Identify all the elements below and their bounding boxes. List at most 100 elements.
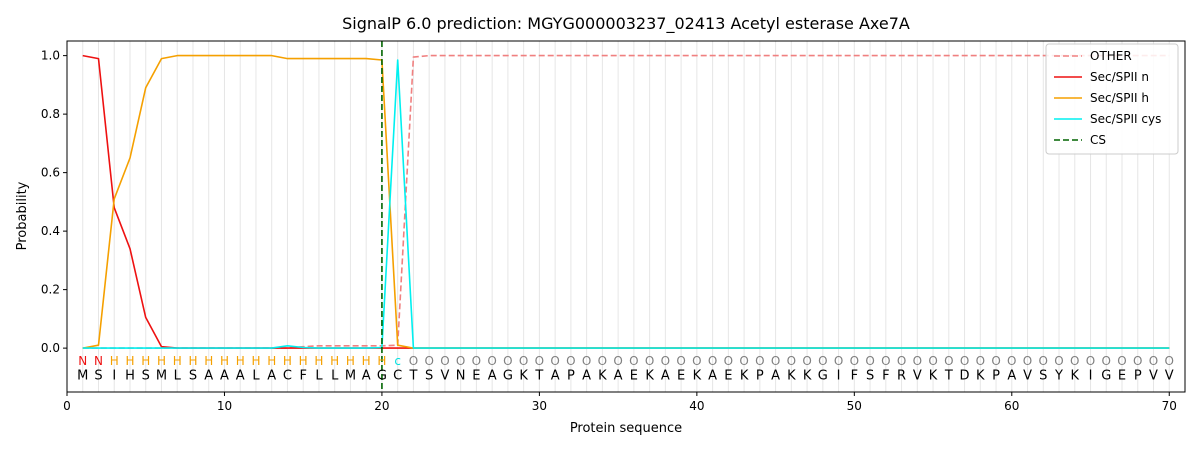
state-label: O [928,354,937,368]
state-label: H [204,354,213,368]
x-tick-label: 10 [217,399,232,413]
state-label: O [976,354,985,368]
residue-label: M [156,368,167,383]
residue-label: P [992,368,1000,383]
residue-label: L [174,368,182,383]
state-label: O [676,354,685,368]
residue-label: K [976,368,985,383]
residue-label: A [488,368,497,383]
state-label: O [1070,354,1079,368]
residue-label: I [112,368,116,383]
state-label: O [550,354,559,368]
state-label: O [598,354,607,368]
state-label: O [818,354,827,368]
residue-label: L [331,368,339,383]
residue-label: T [408,368,417,383]
x-tick-label: 40 [689,399,704,413]
residue-label: G [503,368,513,383]
residue-label: S [142,368,150,383]
residue-label: M [77,368,88,383]
residue-label: C [393,368,402,383]
residue-label: E [724,368,732,383]
residue-label: A [236,368,245,383]
state-label: c [394,354,401,368]
residue-label: V [1023,368,1032,383]
state-label: O [834,354,843,368]
series-line-sec-spii-h [82,54,1170,349]
residue-label: A [708,368,717,383]
x-tick-label: 60 [1004,399,1019,413]
residue-label: H [125,368,135,383]
state-label: H [377,354,386,368]
state-label: H [267,354,276,368]
state-label: O [1007,354,1016,368]
state-label: O [613,354,622,368]
state-label: O [645,354,654,368]
state-label: H [157,354,166,368]
state-label: O [456,354,465,368]
state-label: O [535,354,544,368]
axis-layer: 0 10 20 30 40 50 60 70 0.0 0.2 0.4 0.6 0.8 1.0 [41,49,1177,413]
state-label: O [409,354,418,368]
residue-label: K [598,368,607,383]
grid-layer [82,41,1170,392]
state-label: O [897,354,906,368]
legend-label: Sec/SPII n [1090,70,1149,84]
state-label: H [220,354,229,368]
legend-box [1045,43,1179,155]
state-label: O [1133,354,1142,368]
residue-label: F [299,368,306,383]
residue-label: A [267,368,276,383]
series-line-sec-spii-n [82,54,1170,349]
residue-label: A [551,368,560,383]
state-label: O [865,354,874,368]
chart-title: SignalP 6.0 prediction: MGYG000003237_02… [342,14,910,34]
state-label: O [1102,354,1111,368]
state-label: H [110,354,119,368]
state-label: O [1165,354,1174,368]
residue-label: Y [1054,368,1063,383]
residue-label: S [189,368,197,383]
state-label: O [440,354,449,368]
residue-label: K [693,368,702,383]
residue-label: K [1071,368,1080,383]
state-label: O [472,354,481,368]
y-tick-label: 0.2 [41,283,60,297]
residue-label: G [377,368,387,383]
residue-label: P [567,368,575,383]
state-label: O [881,354,890,368]
residue-label: R [897,368,906,383]
legend: OTHER Sec/SPII n Sec/SPII h Sec/SPII cys CS [1045,43,1179,155]
state-label: O [582,354,591,368]
state-label: O [424,354,433,368]
legend-label: OTHER [1090,49,1132,63]
residue-label: S [866,368,874,383]
state-label: O [960,354,969,368]
state-label: H [346,354,355,368]
residue-label: T [944,368,953,383]
legend-label: Sec/SPII h [1090,91,1149,105]
residue-label: N [456,368,466,383]
state-label: O [629,354,638,368]
state-label: O [991,354,1000,368]
state-label: O [1149,354,1158,368]
residue-label: K [519,368,528,383]
legend-label: CS [1090,133,1106,147]
residue-label: K [787,368,796,383]
state-label: N [94,354,103,368]
state-label: O [1039,354,1048,368]
residue-label: P [756,368,764,383]
state-label: H [314,354,323,368]
residue-label: E [1118,368,1126,383]
state-label: O [566,354,575,368]
residue-label: I [1089,368,1093,383]
residue-label: G [1101,368,1111,383]
state-label: H [125,354,134,368]
residue-label: A [614,368,623,383]
residue-label: M [345,368,356,383]
residue-label: K [645,368,654,383]
residue-label: A [771,368,780,383]
y-tick-label: 0.8 [41,107,60,121]
plot-frame [66,40,1186,393]
